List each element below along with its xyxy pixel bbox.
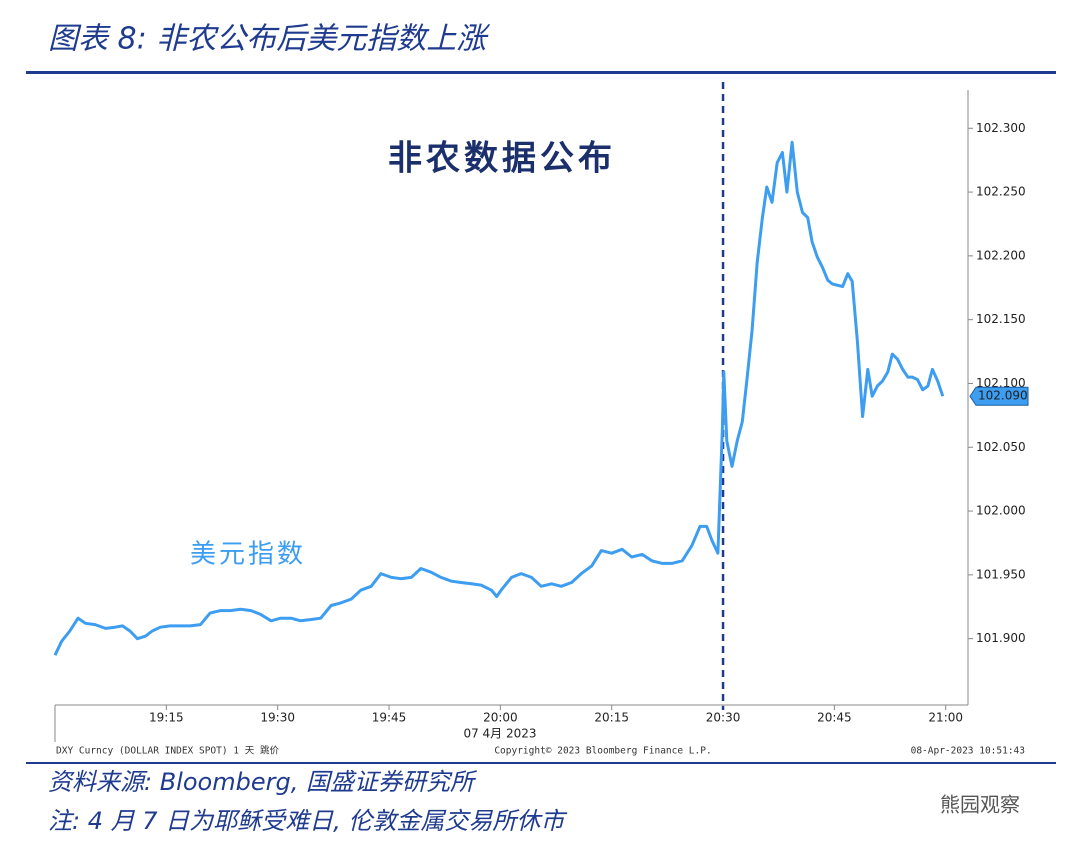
footer: DXY Curncy (DOLLAR INDEX SPOT) 1 天 跳价 — [56, 745, 279, 757]
y-tick-label: 102.150 — [976, 312, 1026, 326]
footer-rule — [26, 762, 1056, 764]
y-tick-label: 101.900 — [976, 631, 1026, 645]
x-tick-label: 20:30 — [706, 711, 741, 725]
x-tick-label: 20:15 — [594, 711, 629, 725]
y-tick-label: 102.200 — [976, 248, 1026, 262]
x-tick-label: 20:45 — [817, 711, 852, 725]
watermark: 熊园观察 — [940, 793, 1020, 817]
last-value-box — [969, 386, 1029, 406]
y-tick-label: 101.950 — [976, 567, 1026, 581]
x-tick-label: 19:15 — [149, 711, 184, 725]
x-tick-label: 21:00 — [928, 711, 963, 725]
last-value-label: 102.090 — [978, 389, 1028, 403]
y-tick-label: 102.100 — [976, 376, 1026, 390]
y-tick-label: 102.250 — [976, 185, 1026, 199]
y-tick-label: 102.300 — [976, 121, 1026, 135]
x-tick-label: 19:45 — [372, 711, 407, 725]
date-label: 07 4月 2023 — [463, 727, 536, 741]
footer: Copyright© 2023 Bloomberg Finance L.P. — [494, 746, 711, 757]
y-tick-label: 102.000 — [976, 504, 1026, 518]
title: 图表 8: 非农公布后美元指数上涨 — [48, 22, 490, 57]
y-tick-label: 102.050 — [976, 440, 1026, 454]
source: 资料来源: Bloomberg, 国盛证券研究所 — [48, 768, 478, 796]
note: 注: 4 月 7 日为耶稣受难日, 伦敦金属交易所休市 — [48, 807, 567, 835]
x-tick-label: 20:00 — [483, 711, 518, 725]
annotation: 美元指数 — [190, 540, 306, 570]
title-rule — [26, 71, 1056, 74]
x-tick-label: 19:30 — [260, 711, 295, 725]
data-line — [53, 140, 945, 656]
footer: 08-Apr-2023 10:51:43 — [911, 746, 1025, 757]
annotation: 非农数据公布 — [388, 139, 616, 179]
